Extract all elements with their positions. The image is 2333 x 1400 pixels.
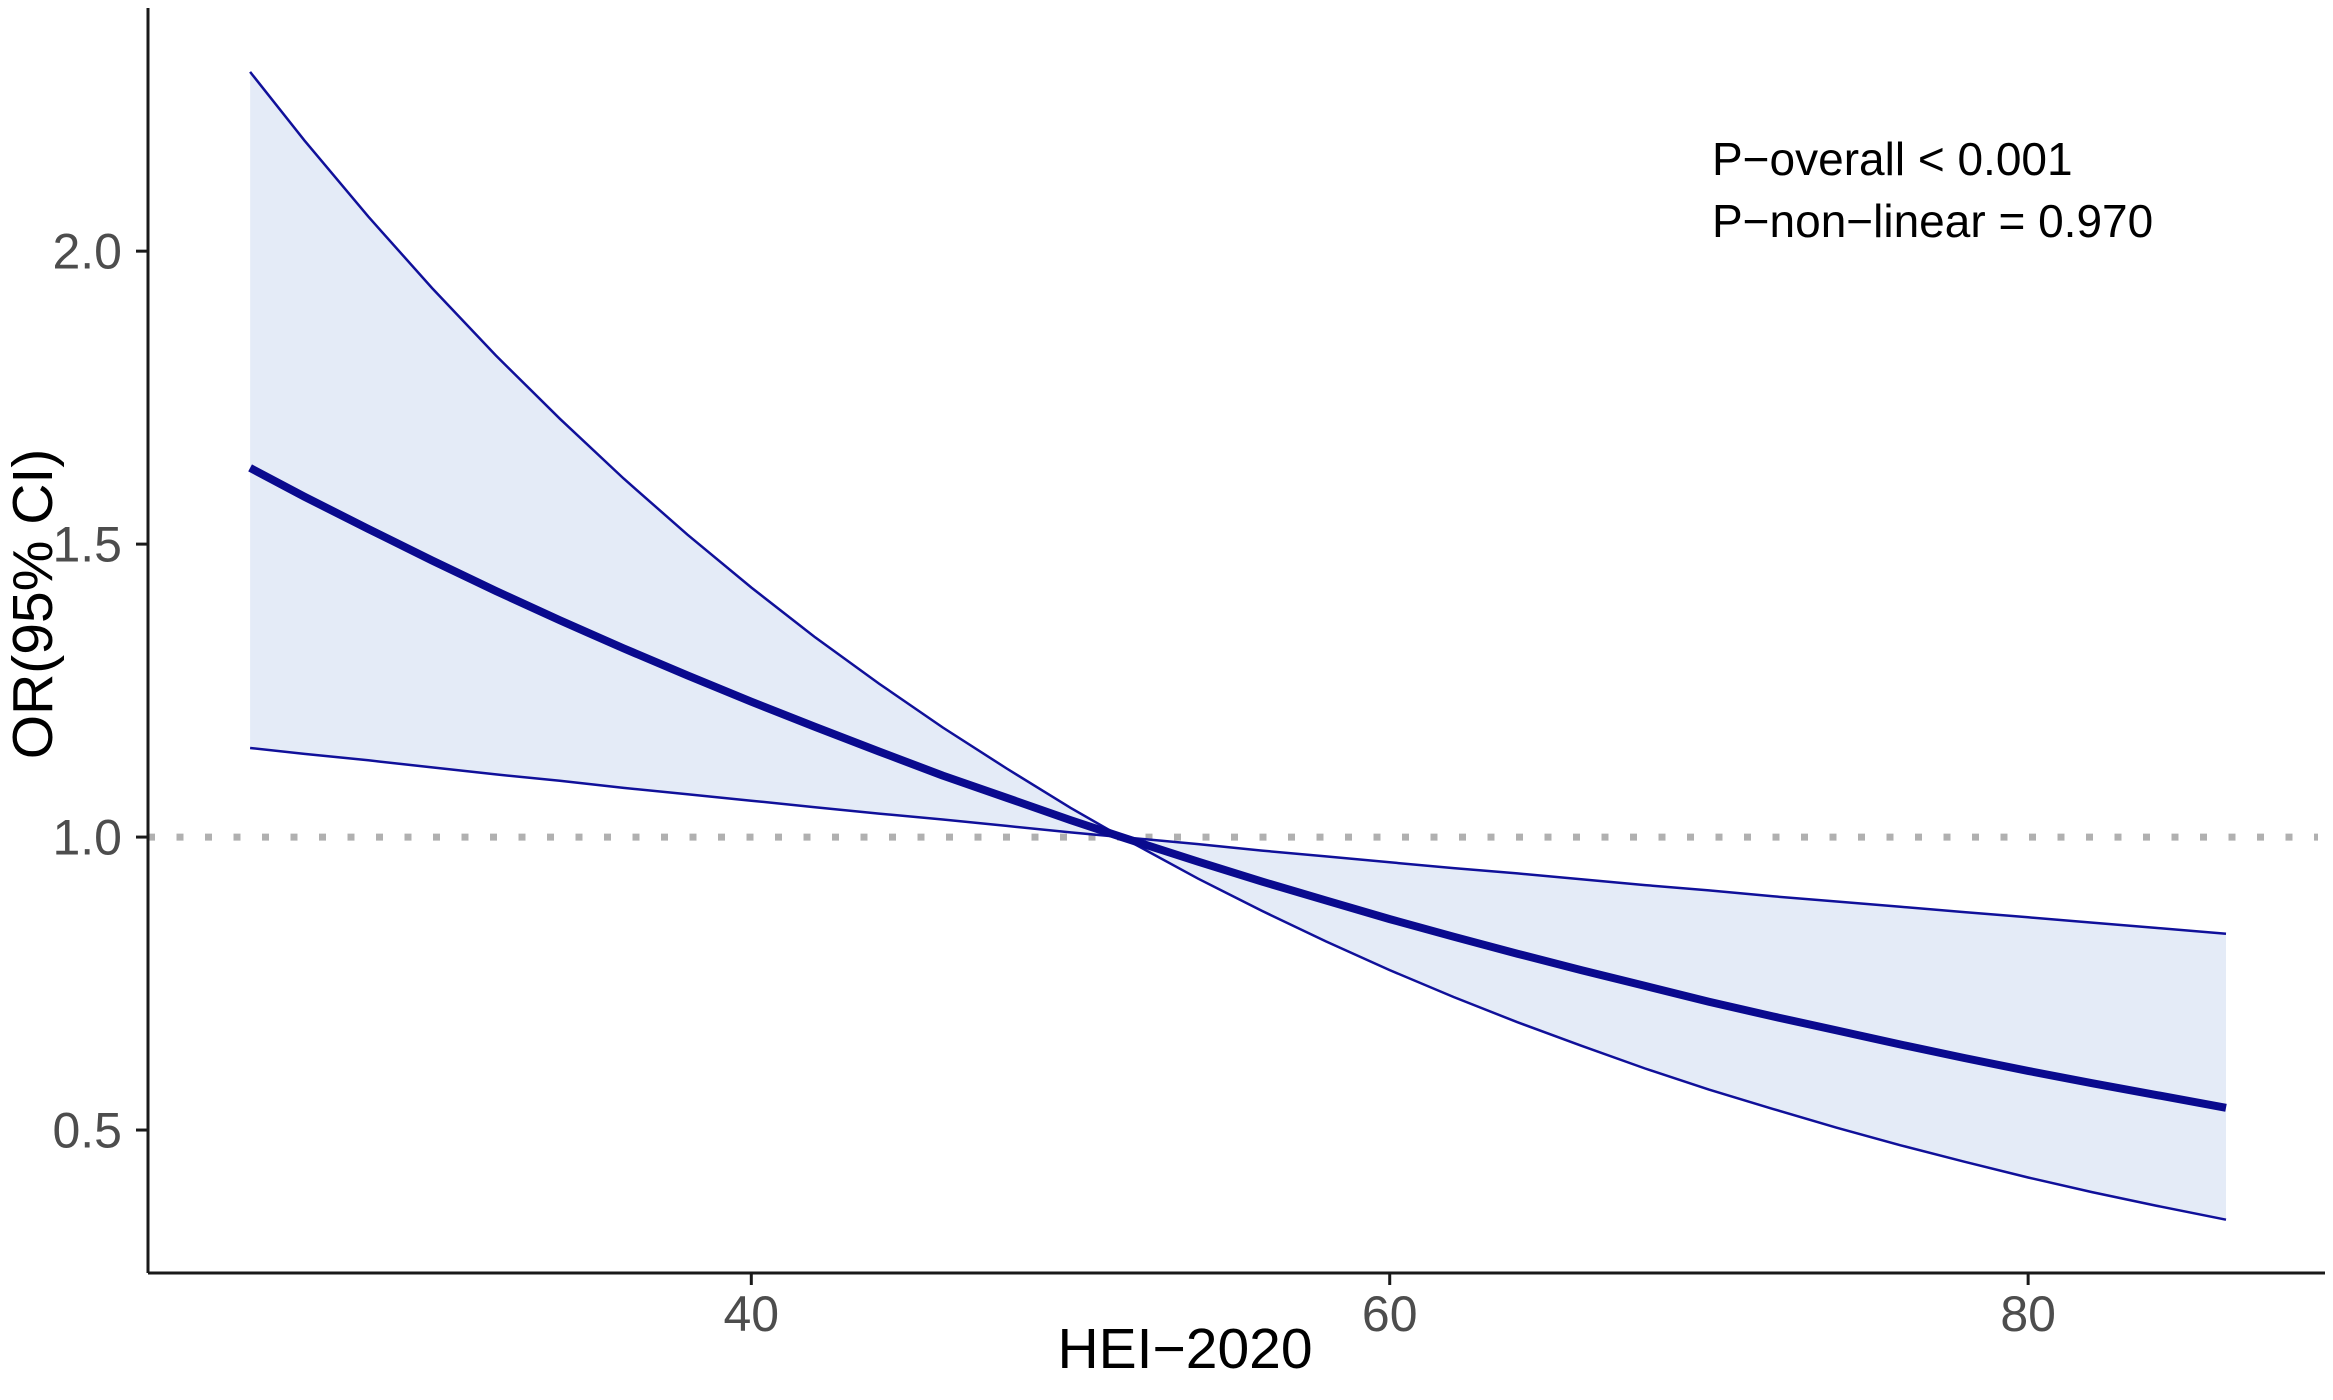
- p-nonlinear-text: P−non−linear = 0.970: [1712, 195, 2154, 247]
- y-tick-label: 1.0: [52, 810, 122, 866]
- x-tick-label: 80: [2000, 1286, 2056, 1342]
- x-axis-ticks: 40 60 80: [723, 1273, 2056, 1342]
- p-value-annotations: P−overall < 0.001 P−non−linear = 0.970: [1712, 128, 2153, 252]
- or-estimate-line: [248, 464, 2227, 1112]
- lower-ci-line: [249, 746, 2227, 1221]
- y-tick-label: 2.0: [52, 224, 122, 280]
- y-tick-label: 1.5: [52, 517, 122, 573]
- confidence-ribbon: [250, 71, 2227, 1220]
- x-axis-title: HEI−2020: [1057, 1317, 1312, 1381]
- y-axis-title: OR(95% CI): [1, 449, 65, 759]
- y-tick-label: 0.5: [52, 1103, 122, 1159]
- upper-ci-line: [249, 71, 2227, 936]
- p-overall-text: P−overall < 0.001: [1712, 133, 2073, 185]
- y-axis-ticks: 0.5 1.0 1.5 2.0: [52, 224, 148, 1159]
- x-tick-label: 60: [1362, 1286, 1418, 1342]
- x-tick-label: 40: [723, 1286, 779, 1342]
